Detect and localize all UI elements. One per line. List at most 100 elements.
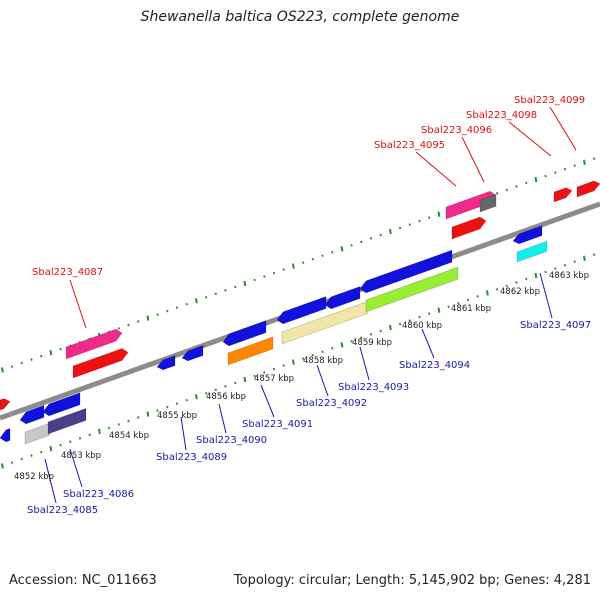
inner-tick-ring	[1, 253, 596, 469]
gene-feature-red	[451, 216, 487, 240]
gene-label[interactable]: Sbal223_4095	[374, 140, 445, 151]
outer-tick	[117, 327, 121, 330]
inner-tick	[88, 433, 91, 437]
feature-tracks	[0, 180, 600, 445]
gene-feature-blue	[42, 392, 81, 417]
gene-label[interactable]: Sbal223_4096	[421, 125, 492, 136]
inner-tick	[524, 277, 528, 281]
gene-feature-khaki	[281, 300, 369, 345]
outer-tick	[224, 289, 227, 292]
gene-feature-blue	[181, 345, 204, 362]
gene-label[interactable]: Sbal223_4087	[32, 267, 103, 278]
outer-tick	[30, 358, 33, 361]
gene-label[interactable]: Sbal223_4086	[63, 489, 134, 500]
gene-labels: Sbal223_4087 Sbal223_4095 Sbal223_4096 S…	[27, 95, 591, 516]
inner-tick	[195, 394, 198, 400]
inner-tick	[369, 333, 373, 336]
scale-label: 4858 kbp	[303, 356, 343, 366]
inner-tick	[243, 376, 247, 383]
outer-tick	[544, 174, 547, 178]
gene-label[interactable]: Sbal223_4092	[296, 398, 367, 409]
inner-tick	[554, 267, 557, 270]
gene-feature-red	[72, 348, 129, 379]
inner-tick	[379, 329, 382, 333]
label-connector	[421, 328, 435, 359]
inner-tick	[282, 364, 285, 367]
inner-tick	[563, 263, 567, 267]
gene-label[interactable]: Sbal223_4094	[399, 360, 470, 371]
accession-text: Accession: NC_011663	[9, 573, 157, 588]
inner-tick	[398, 322, 402, 326]
outer-tick	[185, 302, 188, 306]
outer-tick	[136, 320, 140, 323]
gene-label[interactable]: Sbal223_4097	[520, 320, 591, 331]
outer-tick	[330, 250, 334, 254]
inner-tick	[427, 312, 431, 315]
label-connector	[44, 458, 57, 504]
gene-feature-blue	[222, 320, 267, 347]
outer-tick	[233, 285, 237, 289]
outer-tick	[389, 228, 392, 235]
inner-tick	[20, 457, 24, 461]
gene-feature-orange	[227, 336, 274, 366]
outer-tick	[146, 315, 150, 321]
inner-tick	[301, 357, 305, 360]
gene-feature-red	[576, 180, 600, 198]
outer-tick	[195, 298, 198, 304]
inner-tick	[360, 336, 363, 340]
outer-tick	[49, 350, 53, 356]
gene-label[interactable]: Sbal223_4098	[466, 110, 537, 121]
inner-tick	[39, 450, 43, 454]
inner-tick	[330, 346, 334, 350]
outer-tick	[418, 219, 421, 223]
outer-tick	[515, 185, 518, 188]
outer-tick	[59, 347, 62, 351]
inner-tick	[408, 319, 412, 322]
inner-tick	[389, 324, 392, 331]
inner-tick	[59, 443, 62, 447]
gene-label[interactable]: Sbal223_4085	[27, 505, 98, 516]
outer-tick	[563, 167, 567, 171]
gene-label[interactable]: Sbal223_4091	[242, 419, 313, 430]
inner-tick	[69, 440, 72, 444]
outer-tick	[321, 254, 324, 258]
scale-label: 4859 kbp	[352, 338, 392, 348]
gene-label[interactable]: Sbal223_4099	[514, 95, 585, 106]
outer-tick	[379, 233, 382, 237]
scale-label: 4853 kbp	[61, 451, 101, 461]
scale-label: 4862 kbp	[500, 287, 540, 297]
label-connectors	[44, 106, 577, 504]
outer-tick	[39, 354, 43, 358]
outer-tick	[398, 226, 402, 230]
inner-tick	[457, 301, 460, 305]
inner-tick	[117, 423, 121, 426]
gene-feature-blue	[359, 249, 453, 294]
gene-feature-blue	[156, 355, 176, 371]
inner-tick	[418, 315, 421, 319]
label-connector	[180, 416, 187, 451]
inner-tick	[49, 446, 53, 452]
inner-tick	[136, 416, 140, 419]
inner-tick	[476, 294, 479, 298]
inner-tick	[340, 342, 344, 348]
label-connector	[549, 106, 577, 151]
outer-tick	[10, 365, 14, 368]
outer-tick	[243, 280, 247, 287]
outer-tick	[1, 367, 4, 373]
scale-label: 4856 kbp	[206, 392, 246, 402]
gene-label[interactable]: Sbal223_4093	[338, 382, 409, 393]
outer-tick	[408, 223, 412, 226]
gene-feature-red	[553, 187, 573, 203]
scale-label: 4855 kbp	[157, 411, 197, 421]
outer-tick	[214, 292, 218, 296]
gene-label[interactable]: Sbal223_4090	[196, 435, 267, 446]
inner-tick	[544, 270, 547, 274]
outer-tick	[495, 192, 499, 195]
inner-tick	[107, 426, 111, 430]
scale-label: 4852 kbp	[14, 472, 54, 482]
inner-tick	[146, 411, 150, 417]
gene-feature-red	[0, 398, 11, 411]
gene-feature-blue	[276, 296, 327, 325]
gene-label[interactable]: Sbal223_4089	[156, 452, 227, 463]
